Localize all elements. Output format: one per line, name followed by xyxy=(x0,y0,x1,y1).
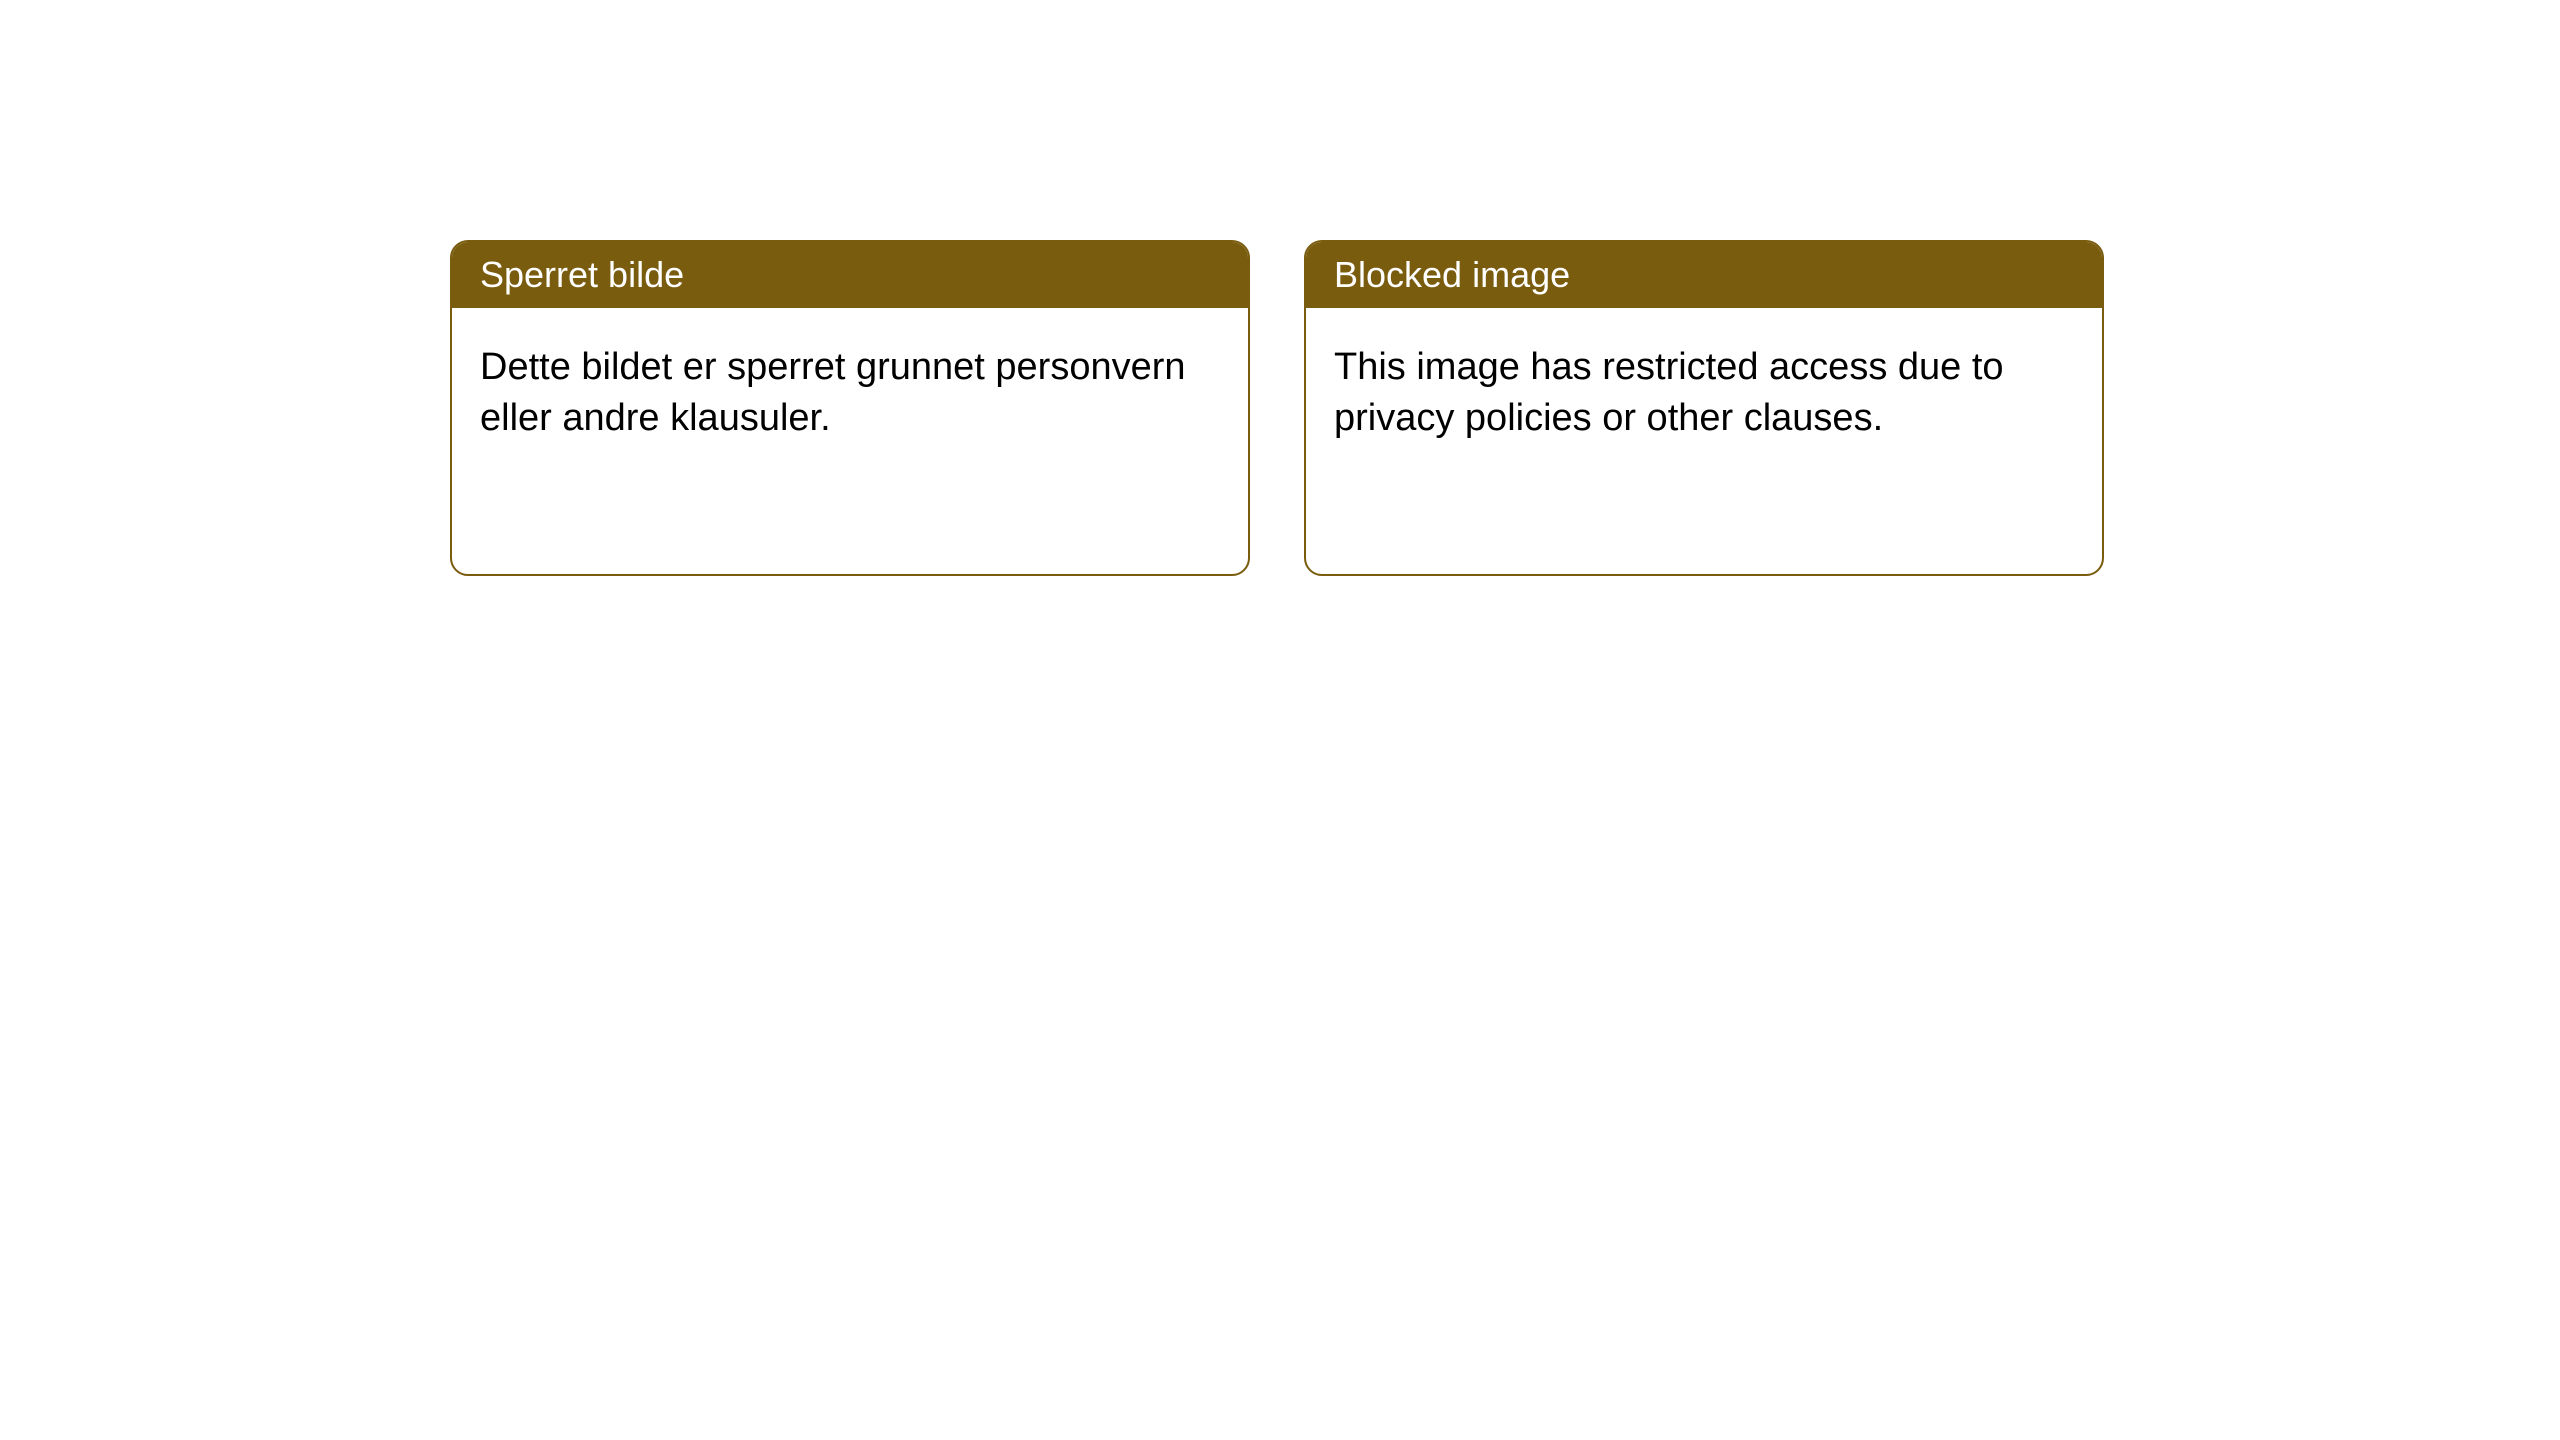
notice-title: Blocked image xyxy=(1334,254,1570,295)
notice-card-english: Blocked image This image has restricted … xyxy=(1304,240,2104,576)
notice-header: Blocked image xyxy=(1306,242,2102,308)
notice-message: Dette bildet er sperret grunnet personve… xyxy=(480,346,1186,439)
notice-body: Dette bildet er sperret grunnet personve… xyxy=(452,308,1248,479)
notice-card-norwegian: Sperret bilde Dette bildet er sperret gr… xyxy=(450,240,1250,576)
notice-container: Sperret bilde Dette bildet er sperret gr… xyxy=(450,240,2104,576)
notice-message: This image has restricted access due to … xyxy=(1334,346,2004,439)
notice-body: This image has restricted access due to … xyxy=(1306,308,2102,479)
notice-title: Sperret bilde xyxy=(480,254,684,295)
notice-header: Sperret bilde xyxy=(452,242,1248,308)
